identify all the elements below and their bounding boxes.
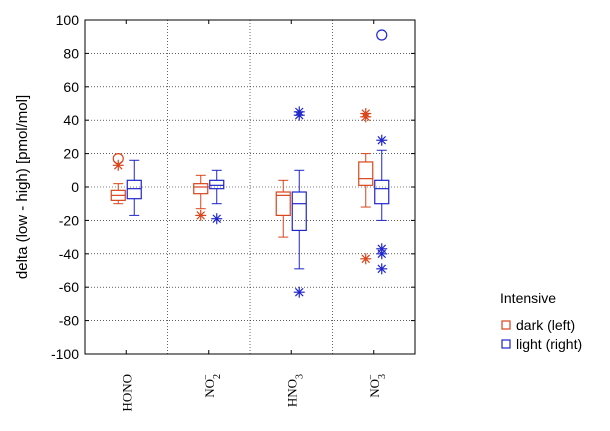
box-plot-item — [126, 159, 142, 216]
y-tick-label: -80 — [59, 313, 79, 329]
series-light — [126, 29, 390, 298]
outlier-star — [112, 159, 124, 171]
outlier-star — [360, 253, 372, 265]
box-plot-item — [291, 106, 307, 298]
y-tick-label: 100 — [56, 12, 80, 28]
y-tick-label: 40 — [63, 112, 79, 128]
x-category-label: NO2− — [200, 374, 222, 398]
y-tick-label: -40 — [59, 246, 79, 262]
y-axis-label: delta (low - high) [pmol/mol] — [14, 95, 31, 279]
grid-lines — [85, 20, 415, 354]
outlier-star — [211, 213, 223, 225]
outlier-star — [195, 209, 207, 221]
y-tick-label: 80 — [63, 45, 79, 61]
box-plot-item — [275, 179, 291, 238]
legend-label: dark (left) — [516, 317, 575, 333]
x-axis-ticks: HONO NO2− HNO3 NO3− — [119, 20, 387, 412]
outlier-star — [376, 248, 388, 260]
box-plot-item — [209, 169, 225, 225]
y-tick-label: -100 — [51, 346, 79, 362]
outlier-star — [293, 109, 305, 121]
outlier-star — [376, 134, 388, 146]
outlier-circle — [376, 29, 388, 41]
box-plot-item — [374, 29, 390, 275]
box — [275, 191, 291, 216]
y-axis-ticks: 100 80 60 40 20 0 -20 -40 -60 -80 -100 — [51, 12, 415, 362]
legend-swatch — [501, 339, 511, 349]
legend: Intensive dark (left) light (right) — [500, 290, 582, 352]
outlier-star — [376, 263, 388, 275]
y-tick-label: -60 — [59, 279, 79, 295]
series-dark — [110, 108, 374, 265]
x-category-label: HNO3 — [284, 374, 305, 407]
box-series — [110, 29, 390, 298]
outlier-star — [293, 286, 305, 298]
x-category-label: NO3− — [365, 374, 387, 398]
box — [291, 191, 307, 232]
y-tick-label: 0 — [71, 179, 79, 195]
box — [358, 161, 374, 186]
box — [193, 183, 209, 195]
y-tick-label: 20 — [63, 146, 79, 162]
legend-label: light (right) — [516, 336, 582, 352]
box-plot-item — [110, 153, 126, 205]
box-plot-item — [358, 108, 374, 265]
y-tick-label: 60 — [63, 79, 79, 95]
legend-title: Intensive — [500, 290, 556, 306]
box — [126, 179, 142, 200]
legend-swatch — [501, 320, 511, 330]
box — [209, 179, 225, 190]
outlier-star — [360, 111, 372, 123]
x-category-text: NO2− — [200, 374, 222, 398]
box-plot-item — [193, 174, 209, 221]
y-tick-label: -20 — [59, 212, 79, 228]
x-category-text: NO3− — [365, 374, 387, 398]
x-category-text: HNO3 — [284, 374, 305, 407]
box — [374, 179, 390, 205]
x-category-label: HONO — [119, 374, 134, 412]
x-category-text: HONO — [119, 374, 134, 412]
